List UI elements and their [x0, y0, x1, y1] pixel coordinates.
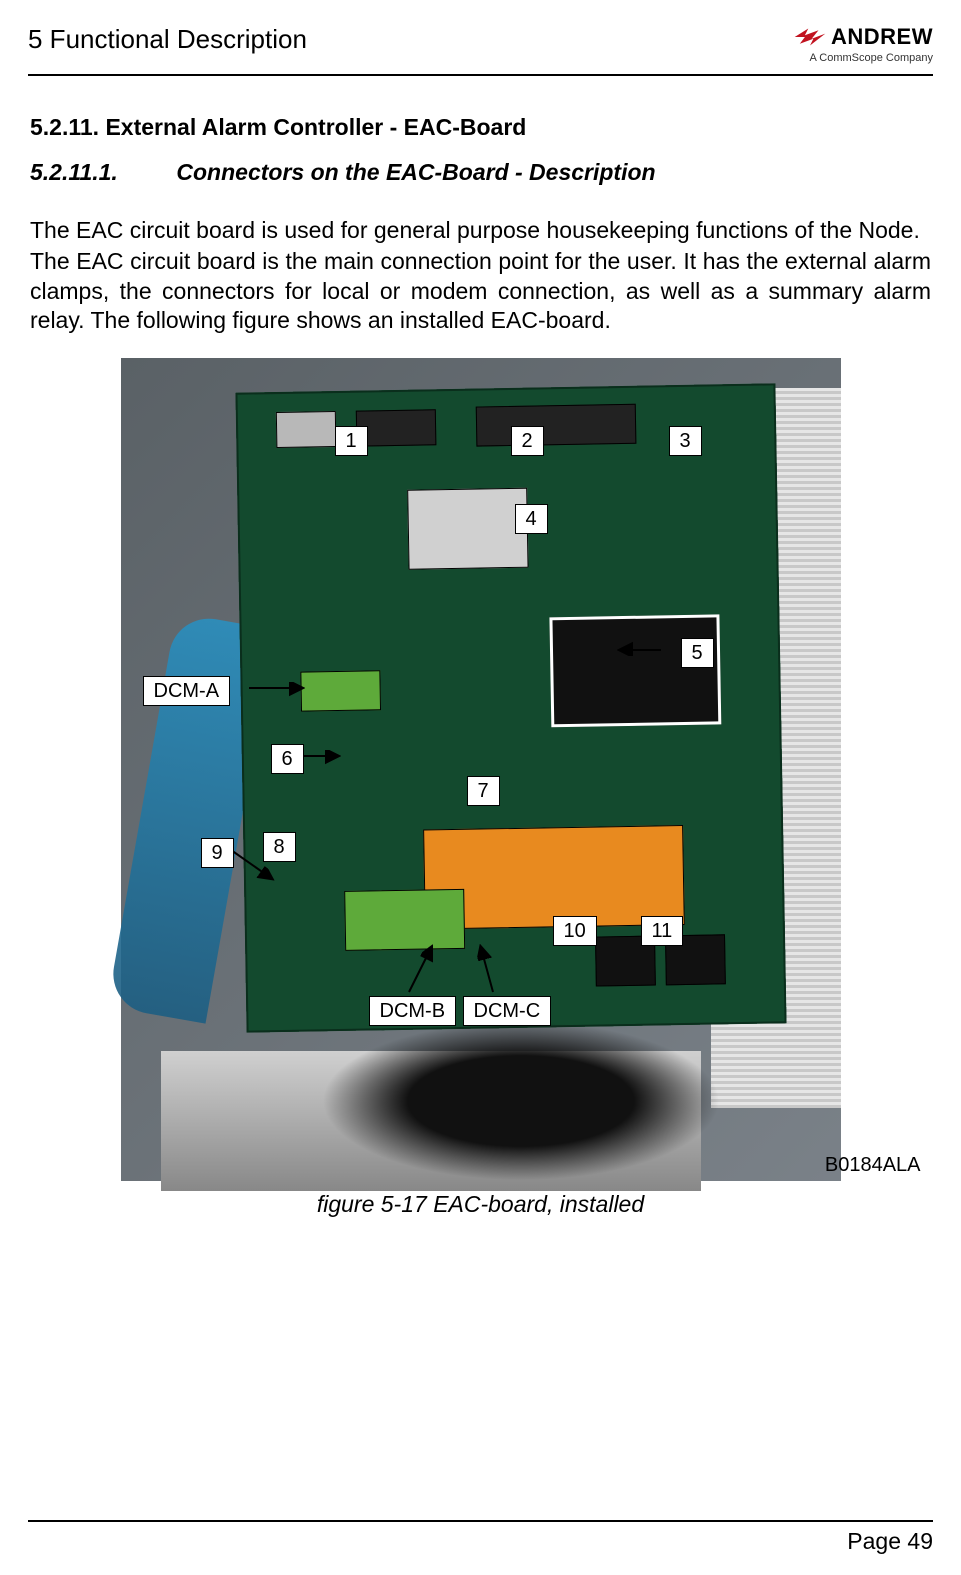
callout-label: 3: [669, 426, 702, 456]
callout-label: DCM-C: [463, 996, 552, 1026]
paragraph: The EAC circuit board is used for genera…: [30, 216, 931, 245]
callout-label: DCM-A: [143, 676, 231, 706]
subsection-title: Connectors on the EAC-Board - Descriptio…: [176, 159, 655, 185]
component: [475, 404, 636, 447]
brand-logo-top: ANDREW: [793, 24, 933, 50]
page-number: Page 49: [28, 1528, 933, 1555]
page-content: 5.2.11. External Alarm Controller - EAC-…: [28, 76, 933, 1218]
callout-label: 5: [681, 638, 714, 668]
page-footer: Page 49: [28, 1520, 933, 1555]
callout-label: 8: [263, 832, 296, 862]
callout-label: 11: [641, 916, 684, 946]
subsection-heading: 5.2.11.1. Connectors on the EAC-Board - …: [30, 159, 931, 186]
callout-label: 2: [511, 426, 544, 456]
circuit-board: [235, 383, 786, 1032]
image-code: B0184ALA: [825, 1154, 921, 1177]
component: [275, 411, 336, 448]
callout-label: 6: [271, 744, 304, 774]
callout-label: 10: [553, 916, 597, 946]
component: [344, 889, 465, 951]
component: [300, 670, 381, 711]
component: [407, 487, 528, 569]
chapter-title: 5 Functional Description: [28, 24, 307, 55]
figure-container: 1 2 3 4 5 DCM-A 6 7 89 10 11 DCM-BDCM-C B0184ALA: [30, 358, 931, 1181]
brand-name: ANDREW: [831, 24, 933, 50]
figure-eac-board: 12345DCM-A67891011DCM-BDCM-C B0184ALA: [121, 358, 841, 1181]
footer-rule: [28, 1520, 933, 1522]
callout-label: DCM-B: [369, 996, 457, 1026]
callout-label: 9: [201, 838, 234, 868]
callout-label: 4: [515, 504, 548, 534]
section-heading: 5.2.11. External Alarm Controller - EAC-…: [30, 114, 931, 141]
paragraph: The EAC circuit board is the main connec…: [30, 247, 931, 335]
figure-caption: figure 5-17 EAC-board, installed: [30, 1191, 931, 1218]
callout-label: 1: [335, 426, 368, 456]
brand-logo: ANDREW A CommScope Company: [793, 24, 933, 64]
section-number: 5.2.11.: [30, 114, 99, 140]
callout-label: 7: [467, 776, 500, 806]
brand-subtitle: A CommScope Company: [810, 52, 934, 64]
cable-bundle: [321, 1021, 721, 1181]
page-header: 5 Functional Description ANDREW A CommSc…: [28, 24, 933, 72]
lightning-icon: [793, 26, 827, 48]
component: [549, 614, 721, 727]
subsection-number: 5.2.11.1.: [30, 159, 170, 186]
section-title: External Alarm Controller - EAC-Board: [105, 114, 526, 140]
